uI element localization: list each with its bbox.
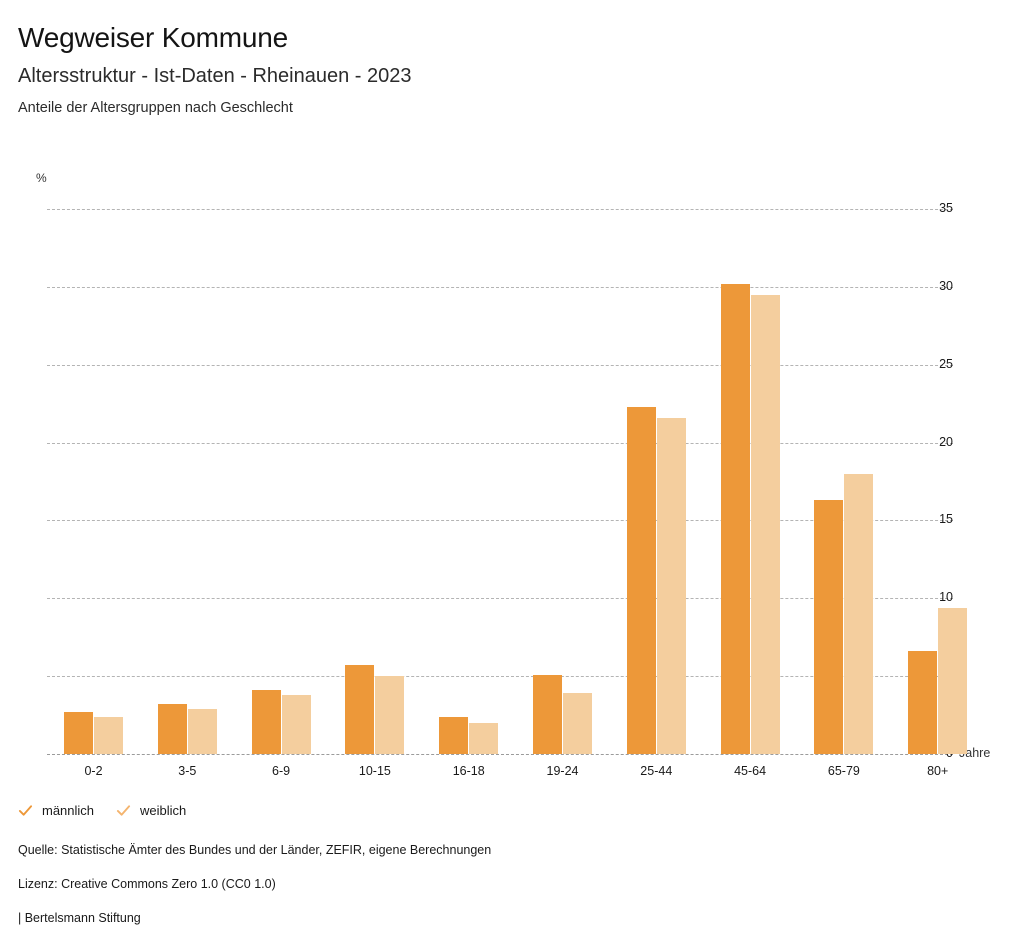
x-axis-tick-label: 0-2 bbox=[84, 764, 103, 778]
bar-männlich-16-18[interactable] bbox=[439, 716, 469, 754]
y-axis-unit-label: % bbox=[36, 171, 47, 185]
page-title: Wegweiser Kommune bbox=[18, 22, 288, 53]
x-axis-tick-label: 10-15 bbox=[358, 764, 391, 778]
gridline bbox=[47, 676, 953, 678]
bar-männlich-45-64[interactable] bbox=[720, 283, 750, 754]
bar-männlich-6-9[interactable] bbox=[251, 690, 281, 754]
legend-label: weiblich bbox=[140, 803, 187, 818]
check-icon bbox=[18, 805, 33, 816]
x-axis-tick-label: 80+ bbox=[927, 764, 949, 778]
footer-publisher: | Bertelsmann Stiftung bbox=[18, 911, 141, 925]
bar-weiblich-10-15[interactable] bbox=[375, 676, 405, 754]
bar-weiblich-6-9[interactable] bbox=[281, 694, 311, 754]
bar-weiblich-80+[interactable] bbox=[938, 607, 968, 754]
bar-series-layer bbox=[0, 209, 1024, 754]
bar-männlich-25-44[interactable] bbox=[626, 406, 656, 754]
legend-item-weiblich[interactable]: weiblich bbox=[116, 803, 186, 818]
legend-item-maennlich[interactable]: männlich bbox=[18, 803, 94, 818]
bar-männlich-3-5[interactable] bbox=[157, 704, 187, 754]
gridline bbox=[47, 286, 953, 288]
bar-männlich-80+[interactable] bbox=[908, 651, 938, 754]
chart-legend: männlich weiblich bbox=[18, 803, 186, 818]
chart-header: Wegweiser Kommune Altersstruktur - Ist-D… bbox=[18, 0, 998, 118]
x-axis-tick-label: 19-24 bbox=[546, 764, 579, 778]
x-axis-tick-label: 6-9 bbox=[272, 764, 291, 778]
bar-männlich-0-2[interactable] bbox=[64, 711, 93, 754]
bar-weiblich-19-24[interactable] bbox=[563, 693, 592, 754]
gridline bbox=[47, 520, 953, 522]
y-axis-tick-label: 20 bbox=[939, 434, 953, 449]
bar-weiblich-45-64[interactable] bbox=[750, 294, 780, 754]
y-axis-tick-label: 25 bbox=[939, 356, 953, 371]
gridline bbox=[47, 364, 953, 366]
x-axis-tick-label: 16-18 bbox=[452, 764, 485, 778]
y-axis-tick-label: 10 bbox=[939, 590, 953, 605]
check-icon bbox=[116, 805, 131, 816]
gridline bbox=[47, 598, 953, 600]
y-axis-tick-label: 35 bbox=[939, 201, 953, 215]
x-axis-tick-label: 45-64 bbox=[734, 764, 767, 778]
gridline bbox=[47, 754, 953, 755]
bar-weiblich-0-2[interactable] bbox=[94, 716, 123, 754]
bar-männlich-19-24[interactable] bbox=[533, 674, 562, 754]
footer-source: Quelle: Statistische Ämter des Bundes un… bbox=[18, 843, 492, 857]
chart-description: Anteile der Altersgruppen nach Geschlech… bbox=[18, 100, 293, 117]
y-axis-tick-label: 30 bbox=[939, 278, 953, 293]
bar-männlich-10-15[interactable] bbox=[345, 665, 375, 754]
bar-weiblich-65-79[interactable] bbox=[844, 473, 874, 754]
chart-subtitle: Altersstruktur - Ist-Daten - Rheinauen -… bbox=[18, 65, 412, 88]
x-axis-tick-label: 25-44 bbox=[640, 764, 673, 778]
gridline bbox=[47, 442, 953, 444]
y-axis-tick-label: 15 bbox=[939, 512, 953, 527]
x-axis-tick-label: 65-79 bbox=[827, 764, 860, 778]
chart-plot-area: % Jahre 05101520253035 0-23-56-910-1516-… bbox=[0, 171, 1024, 778]
x-axis-tick-label: 3-5 bbox=[178, 764, 197, 778]
footer-license: Lizenz: Creative Commons Zero 1.0 (CC0 1… bbox=[18, 877, 276, 891]
chart-footer: Quelle: Statistische Ämter des Bundes un… bbox=[18, 843, 998, 945]
legend-label: männlich bbox=[42, 803, 95, 818]
bar-weiblich-16-18[interactable] bbox=[469, 722, 499, 754]
bar-weiblich-3-5[interactable] bbox=[187, 708, 217, 754]
gridline bbox=[47, 209, 953, 210]
bar-weiblich-25-44[interactable] bbox=[656, 417, 686, 754]
bar-männlich-65-79[interactable] bbox=[814, 500, 844, 754]
